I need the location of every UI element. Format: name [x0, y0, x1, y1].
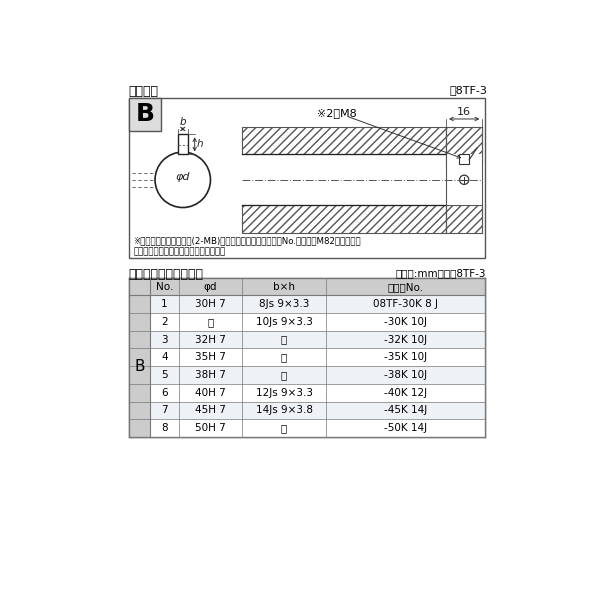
- Text: 40H 7: 40H 7: [195, 388, 226, 398]
- Text: ※セットボルト用タップ(2-MB)が必要な場合は右記コードNo.の末尾にM82を付ける。: ※セットボルト用タップ(2-MB)が必要な場合は右記コードNo.の末尾にM82を…: [133, 237, 361, 246]
- Text: 4: 4: [161, 352, 168, 362]
- Bar: [446, 127, 482, 164]
- Bar: [151, 278, 485, 295]
- Text: φd: φd: [176, 172, 190, 182]
- Text: b×h: b×h: [273, 282, 295, 292]
- Bar: [151, 384, 485, 401]
- Bar: [129, 98, 161, 131]
- Text: 〃: 〃: [281, 423, 287, 433]
- Bar: [151, 419, 485, 437]
- Text: 32H 7: 32H 7: [195, 335, 226, 344]
- Text: 6: 6: [161, 388, 168, 398]
- Text: 図8TF-3: 図8TF-3: [449, 85, 487, 95]
- Text: 45H 7: 45H 7: [195, 406, 226, 415]
- Text: B: B: [134, 359, 145, 374]
- Text: -38K 10J: -38K 10J: [383, 370, 427, 380]
- Text: 14Js 9×3.8: 14Js 9×3.8: [256, 406, 313, 415]
- Text: コードNo.: コードNo.: [387, 282, 423, 292]
- Text: 3: 3: [161, 335, 168, 344]
- Text: 軸穴形状: 軸穴形状: [129, 85, 159, 98]
- Text: ※2－M8: ※2－M8: [317, 108, 356, 118]
- Text: φd: φd: [204, 282, 217, 292]
- Bar: [151, 349, 485, 366]
- Text: -45K 14J: -45K 14J: [383, 406, 427, 415]
- Bar: [151, 295, 485, 313]
- Text: 8Js 9×3.3: 8Js 9×3.3: [259, 299, 309, 309]
- Bar: [129, 98, 485, 259]
- Text: B: B: [136, 103, 155, 127]
- Text: -35K 10J: -35K 10J: [383, 352, 427, 362]
- Text: 5: 5: [161, 370, 168, 380]
- Bar: [151, 313, 485, 331]
- Text: 10Js 9×3.3: 10Js 9×3.3: [256, 317, 313, 327]
- Text: 〃: 〃: [281, 335, 287, 344]
- Text: 08TF-30K 8 J: 08TF-30K 8 J: [373, 299, 438, 309]
- Bar: [178, 134, 188, 154]
- Bar: [242, 127, 446, 154]
- Bar: [129, 278, 485, 437]
- Text: -32K 10J: -32K 10J: [383, 335, 427, 344]
- Text: 2: 2: [161, 317, 168, 327]
- Text: 〃: 〃: [208, 317, 214, 327]
- Text: 30H 7: 30H 7: [195, 299, 226, 309]
- Text: b: b: [179, 116, 186, 127]
- Text: （単位:mm）　表8TF-3: （単位:mm） 表8TF-3: [395, 268, 486, 278]
- Bar: [459, 154, 469, 164]
- Text: 1: 1: [161, 299, 168, 309]
- Text: 軸穴形状コードー覧表: 軸穴形状コードー覧表: [129, 268, 204, 281]
- Text: 〃: 〃: [281, 370, 287, 380]
- Text: （セットボルトは付属されています。）: （セットボルトは付属されています。）: [133, 248, 226, 257]
- Text: 7: 7: [161, 406, 168, 415]
- Text: h: h: [197, 139, 203, 149]
- Text: 8: 8: [161, 423, 168, 433]
- Text: 〃: 〃: [281, 352, 287, 362]
- Bar: [242, 205, 446, 233]
- Bar: [446, 205, 482, 233]
- Text: 16: 16: [457, 107, 471, 116]
- Bar: [446, 154, 482, 205]
- Text: -40K 12J: -40K 12J: [383, 388, 427, 398]
- Bar: [129, 278, 151, 437]
- Bar: [151, 401, 485, 419]
- Text: 50H 7: 50H 7: [195, 423, 226, 433]
- Text: -50K 14J: -50K 14J: [383, 423, 427, 433]
- Text: -30K 10J: -30K 10J: [384, 317, 427, 327]
- Text: No.: No.: [156, 282, 173, 292]
- Text: 35H 7: 35H 7: [195, 352, 226, 362]
- Bar: [151, 331, 485, 349]
- Text: 12Js 9×3.3: 12Js 9×3.3: [256, 388, 313, 398]
- Bar: [151, 366, 485, 384]
- Text: 38H 7: 38H 7: [195, 370, 226, 380]
